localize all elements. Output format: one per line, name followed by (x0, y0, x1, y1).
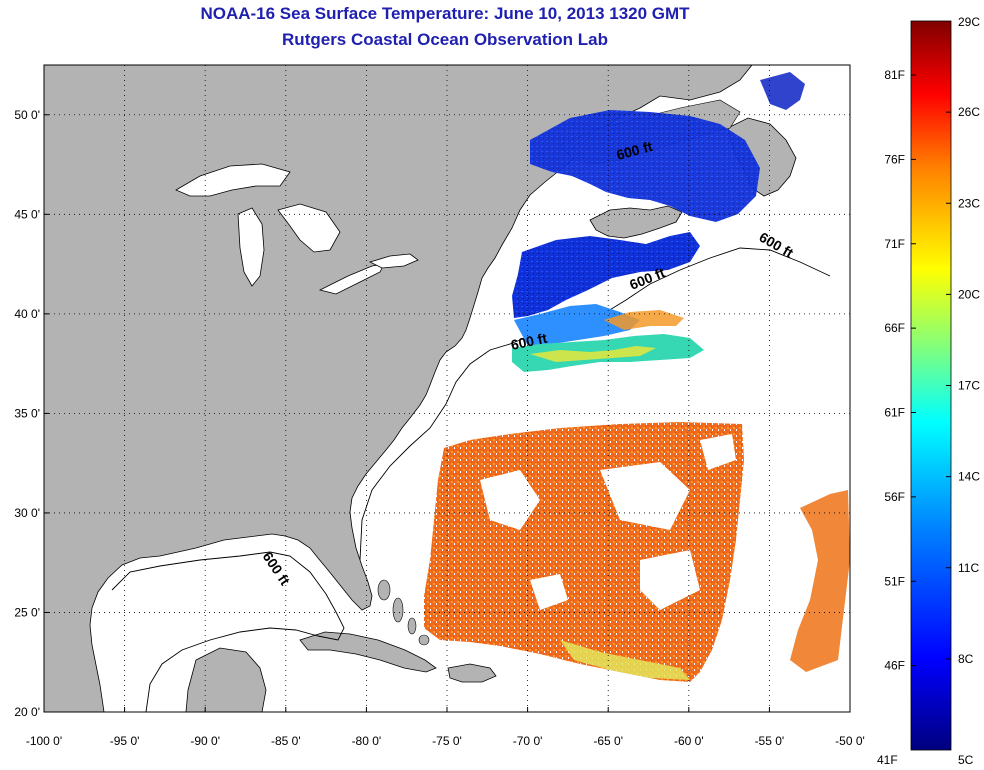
colorbar-celsius-ticks: 26C 23C 20C 17C 14C 11C 8C (946, 105, 980, 666)
colorbar-celsius-label: 14C (958, 470, 980, 484)
gulf-isobath (111, 551, 345, 713)
colorbar-bottom-celsius: 5C (958, 753, 974, 767)
map-subtitle: Rutgers Coastal Ocean Observation Lab (282, 30, 608, 49)
sst-gulfstream-warm (604, 310, 684, 330)
lon-tick-label: -50 0' (835, 734, 865, 748)
lon-tick-label: -70 0' (513, 734, 543, 748)
lat-tick-label: 40 0' (14, 307, 40, 321)
lon-tick-label: -85 0' (271, 734, 301, 748)
colorbar-celsius-label: 11C (958, 561, 979, 575)
cuba-land (299, 631, 437, 673)
map-title: NOAA-16 Sea Surface Temperature: June 10… (200, 4, 690, 23)
colorbar-top-celsius: 29C (958, 15, 980, 29)
lat-tick-label: 30 0' (14, 506, 40, 520)
colorbar-gradient (910, 20, 952, 751)
lon-tick-label: -65 0' (593, 734, 623, 748)
sst-data-layer (424, 72, 850, 682)
colorbar-fahrenheit-label: 56F (884, 490, 905, 504)
latitude-axis: 20 0' 25 0' 30 0' 35 0' 40 0' 45 0' 50 0' (14, 108, 40, 719)
lake-michigan (237, 207, 265, 287)
colorbar-celsius-label: 20C (958, 287, 980, 301)
colorbar-fahrenheit-label: 46F (884, 659, 905, 673)
colorbar-celsius-label: 26C (958, 105, 980, 119)
hispaniola-land (447, 663, 497, 683)
lake-huron (277, 203, 341, 253)
lon-tick-label: -75 0' (432, 734, 462, 748)
lat-tick-label: 20 0' (14, 705, 40, 719)
lon-tick-label: -100 0' (26, 734, 62, 748)
colorbar-fahrenheit-label: 66F (884, 321, 905, 335)
colorbar-fahrenheit-label: 76F (884, 152, 905, 166)
sst-gulf-st-lawrence (530, 110, 760, 222)
sst-gulf-of-maine (512, 232, 700, 318)
isobath-label-hudson: 600 ft (509, 330, 548, 353)
colorbar-fahrenheit-label: 71F (884, 237, 905, 251)
sst-southeast-yellow (560, 640, 690, 680)
longitude-axis: -100 0' -95 0' -90 0' -85 0' -80 0' -75 0' -70… (26, 734, 865, 748)
yucatan-land (185, 647, 267, 713)
colorbar-fahrenheit-label: 81F (884, 68, 905, 82)
colorbar-fahrenheit-label: 61F (884, 406, 905, 420)
graticule (43, 65, 851, 713)
sst-east-patch (790, 490, 850, 672)
lake-superior (175, 163, 291, 197)
lon-tick-label: -95 0' (110, 734, 140, 748)
sst-georges-cyan (514, 304, 640, 346)
colorbar-fahrenheit-label: 51F (884, 574, 905, 588)
colorbar-fahrenheit-ticks: 81F 76F 71F 66F 61F 56F 51F 46F (884, 68, 916, 673)
colorbar-bottom-fahrenheit: 41F (877, 753, 898, 767)
cloud-gaps (480, 434, 736, 610)
lon-tick-label: -90 0' (190, 734, 220, 748)
lake-ontario (368, 253, 419, 269)
lat-tick-label: 45 0' (14, 207, 40, 221)
great-lakes (175, 163, 419, 295)
colorbar-celsius-label: 23C (958, 196, 980, 210)
lat-tick-label: 50 0' (14, 108, 40, 122)
lon-tick-label: -80 0' (352, 734, 382, 748)
bahamas-islands (377, 579, 430, 646)
lon-tick-label: -60 0' (674, 734, 704, 748)
colorbar-celsius-label: 8C (958, 652, 974, 666)
map-border (43, 64, 851, 713)
sst-shelf-yellow (530, 346, 656, 362)
colorbar-celsius-label: 17C (958, 379, 980, 393)
north-america-land (43, 64, 753, 713)
sst-labrador-north (760, 72, 805, 110)
lat-tick-label: 35 0' (14, 406, 40, 420)
lon-tick-label: -55 0' (755, 734, 785, 748)
lat-tick-label: 25 0' (14, 605, 40, 619)
